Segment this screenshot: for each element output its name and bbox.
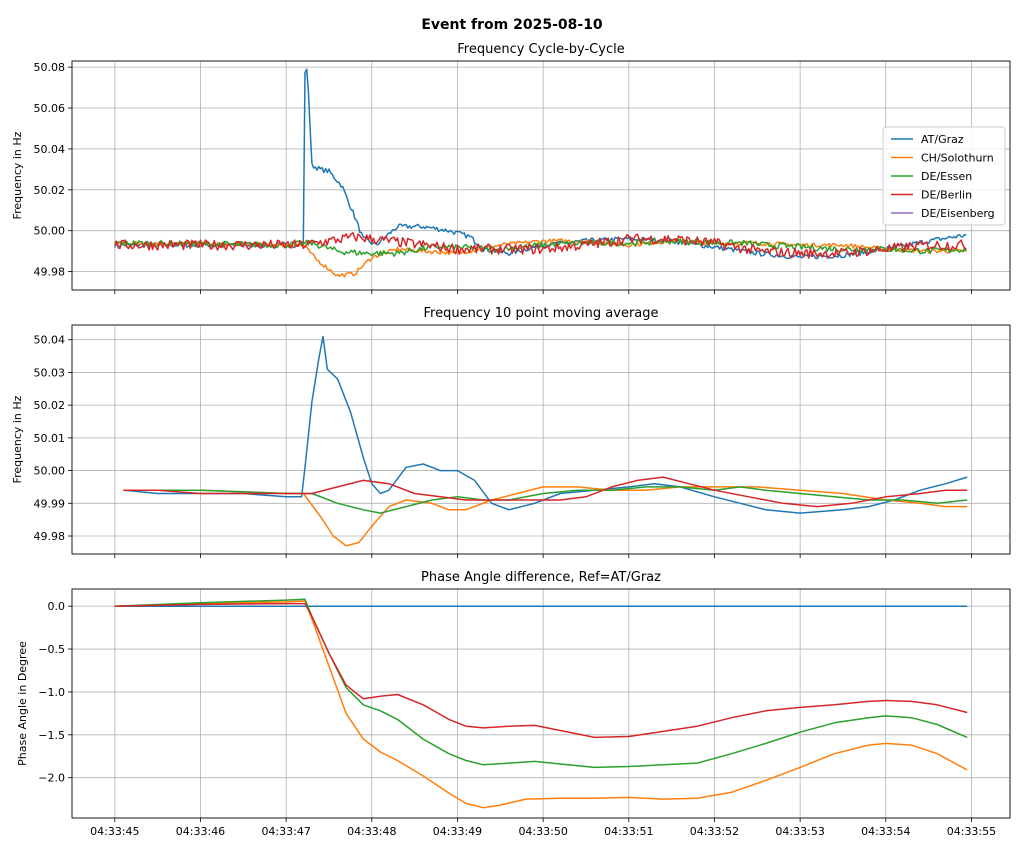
y-tick-label: 0.0 [48, 600, 66, 613]
legend-entry: AT/Graz [921, 133, 964, 146]
x-tick-label: 04:33:46 [176, 825, 225, 838]
y-tick-label: −2.0 [38, 772, 65, 785]
panel-2: Frequency 10 point moving average Frequen… [11, 306, 1011, 558]
x-tick-label: 04:33:48 [347, 825, 396, 838]
y-tick-label: −1.0 [38, 686, 65, 699]
series-line-at-graz [114, 68, 967, 260]
series-line-de-essen [114, 237, 967, 257]
panel-2-frame [71, 324, 1011, 555]
legend-entry: DE/Eisenberg [921, 207, 995, 220]
panel-1-title: Frequency Cycle-by-Cycle [457, 42, 624, 57]
series-line-de-essen [123, 486, 968, 514]
x-tick-label: 04:33:52 [690, 825, 739, 838]
series-line-de-essen [114, 598, 968, 769]
figure-suptitle: Event from 2025-08-10 [421, 17, 603, 33]
y-tick-label: 50.04 [34, 334, 66, 347]
legend-entry: DE/Berlin [921, 189, 972, 202]
panel-3-title: Phase Angle difference, Ref=AT/Graz [421, 570, 661, 585]
series-line-ch-solothurn [123, 486, 968, 547]
x-tick-label: 04:33:54 [861, 825, 910, 838]
x-tick-label: 04:33:50 [518, 825, 567, 838]
panel-3: Phase Angle difference, Ref=AT/Graz Phase… [16, 570, 1011, 838]
series-line-de-berlin [123, 476, 968, 508]
series-line-ch-solothurn [114, 600, 968, 809]
panel-1-frame [71, 60, 1011, 291]
y-tick-label: 49.98 [34, 266, 66, 279]
y-tick-label: 50.04 [34, 143, 66, 156]
panel-2-title: Frequency 10 point moving average [423, 306, 658, 321]
panel-2-grid [72, 325, 1010, 554]
x-tick-label: 04:33:55 [947, 825, 996, 838]
panel-1: Frequency Cycle-by-Cycle Frequency in Hz 4… [11, 42, 1011, 294]
x-tick-label: 04:33:51 [604, 825, 653, 838]
y-tick-label: −0.5 [38, 643, 65, 656]
x-tick-label: 04:33:45 [90, 825, 139, 838]
series-line-de-berlin [114, 231, 967, 259]
y-tick-label: 49.99 [34, 497, 66, 510]
series-line-at-graz [123, 335, 968, 514]
series-line-de-berlin [114, 602, 968, 739]
panel-2-ylabel: Frequency in Hz [11, 395, 24, 483]
x-tick-label: 04:33:49 [433, 825, 482, 838]
panel-1-grid [72, 61, 1010, 290]
y-tick-label: 50.00 [34, 225, 66, 238]
x-tick-label: 04:33:53 [775, 825, 824, 838]
panel-3-frame [71, 588, 1011, 819]
legend-entry: CH/Solothurn [921, 152, 994, 165]
legend-entry: DE/Essen [921, 170, 972, 183]
y-tick-label: 50.01 [34, 432, 66, 445]
panel-3-ylabel: Phase Angle in Degree [16, 641, 29, 766]
legend-box [882, 126, 1006, 226]
y-tick-label: 50.08 [34, 61, 66, 74]
panel-1-ylabel: Frequency in Hz [11, 131, 24, 219]
legend: AT/Graz CH/Solothurn DE/Essen DE/Berlin DE/E… [882, 126, 1006, 226]
panel-3-grid [72, 589, 1010, 818]
y-tick-label: −1.5 [38, 729, 65, 742]
y-tick-label: 50.02 [34, 399, 66, 412]
y-tick-label: 49.98 [34, 530, 66, 543]
y-tick-label: 50.03 [34, 366, 66, 379]
y-tick-label: 50.02 [34, 184, 66, 197]
y-tick-label: 50.00 [34, 465, 66, 478]
x-tick-label: 04:33:47 [261, 825, 310, 838]
y-tick-label: 50.06 [34, 102, 66, 115]
